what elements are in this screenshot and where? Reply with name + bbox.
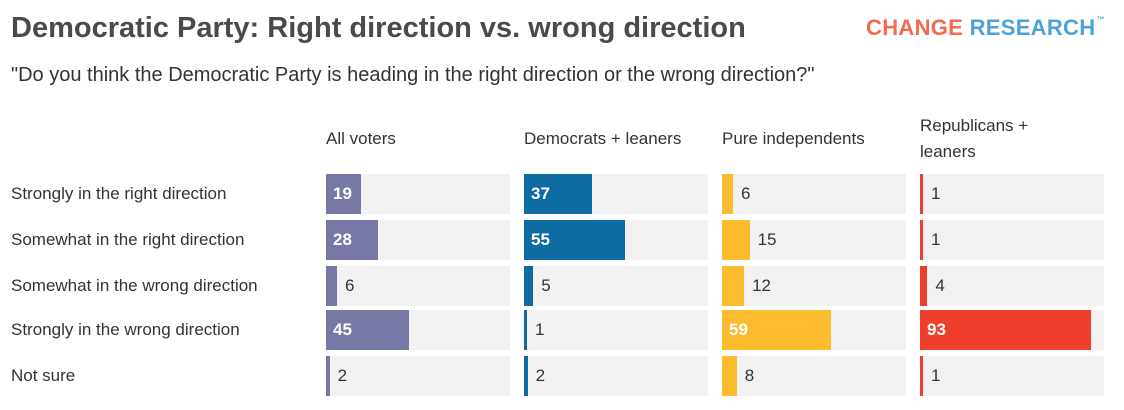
bar — [326, 310, 409, 350]
bar-track: 15 — [722, 220, 906, 260]
logo-change-text: CHANGE — [866, 15, 964, 40]
bar-track: 1 — [920, 356, 1104, 396]
bar — [722, 266, 745, 306]
row-label-1: Somewhat in the right direction — [11, 230, 245, 249]
bar — [920, 266, 928, 306]
bar-track: 6 — [326, 266, 510, 306]
bar-track: 55 — [524, 220, 708, 260]
bar — [524, 220, 626, 260]
bar — [920, 174, 923, 214]
bar-track: 45 — [326, 310, 510, 350]
bar — [326, 174, 361, 214]
bar-track: 5 — [524, 266, 708, 306]
bar-track: 2 — [524, 356, 708, 396]
data-label: 1 — [535, 320, 545, 339]
column-header-2: Pure independents — [722, 129, 865, 148]
bar — [920, 310, 1092, 350]
data-label: 1 — [931, 230, 941, 249]
column-header-1: Democrats + leaners — [524, 129, 682, 148]
data-label: 93 — [927, 320, 946, 339]
row-label-2: Somewhat in the wrong direction — [11, 276, 258, 295]
bar-track: 12 — [722, 266, 906, 306]
data-label: 19 — [333, 184, 352, 203]
data-label: 6 — [741, 184, 751, 203]
data-label: 5 — [541, 276, 551, 295]
bar-track: 8 — [722, 356, 906, 396]
data-label: 12 — [752, 276, 771, 295]
data-label: 4 — [935, 276, 945, 295]
bar-track: 1 — [920, 174, 1104, 214]
bar — [722, 174, 734, 214]
data-label: 2 — [535, 366, 546, 385]
bar-track: 59 — [722, 310, 906, 350]
bar-track: 1 — [920, 220, 1104, 260]
logo-research-text: RESEARCH — [969, 15, 1096, 40]
bar-track: 93 — [920, 310, 1104, 350]
bar — [920, 220, 923, 260]
data-label: 6 — [345, 276, 355, 295]
data-label: 37 — [531, 184, 550, 203]
bar-track: 28 — [326, 220, 510, 260]
data-label: 28 — [333, 230, 352, 249]
bar-track: 19 — [326, 174, 510, 214]
data-label: 55 — [531, 230, 550, 249]
bar — [722, 220, 750, 260]
data-label: 1 — [931, 366, 941, 385]
bar — [326, 266, 338, 306]
bar — [524, 310, 527, 350]
bar-track: 1 — [524, 310, 708, 350]
bar — [524, 266, 534, 306]
bar-track: 4 — [920, 266, 1104, 306]
bar — [722, 356, 737, 396]
data-label: 59 — [729, 320, 748, 339]
bar — [524, 174, 593, 214]
data-label: 1 — [931, 184, 941, 203]
data-label: 8 — [744, 366, 755, 385]
column-header-0: All voters — [326, 129, 396, 148]
column-header-3: Republicans + leaners — [920, 116, 1029, 161]
data-label: 15 — [757, 230, 777, 249]
bar — [326, 356, 330, 396]
row-label-4: Not sure — [11, 366, 76, 385]
bar — [326, 220, 378, 260]
bar-track: 6 — [722, 174, 906, 214]
bar-track: 2 — [326, 356, 510, 396]
bar — [722, 310, 831, 350]
bar — [524, 356, 528, 396]
logo-trademark: ™ — [1096, 15, 1105, 24]
bar — [920, 356, 923, 396]
data-label: 45 — [333, 320, 352, 339]
row-label-0: Strongly in the right direction — [11, 184, 227, 203]
data-label: 2 — [337, 366, 348, 385]
bar-track: 37 — [524, 174, 708, 214]
row-label-3: Strongly in the wrong direction — [11, 320, 240, 339]
chart-title: Democratic Party: Right direction vs. wr… — [11, 12, 746, 44]
chart-subtitle: "Do you think the Democratic Party is he… — [11, 64, 815, 86]
change-research-logo: CHANGE RESEARCH™ — [866, 15, 1105, 41]
